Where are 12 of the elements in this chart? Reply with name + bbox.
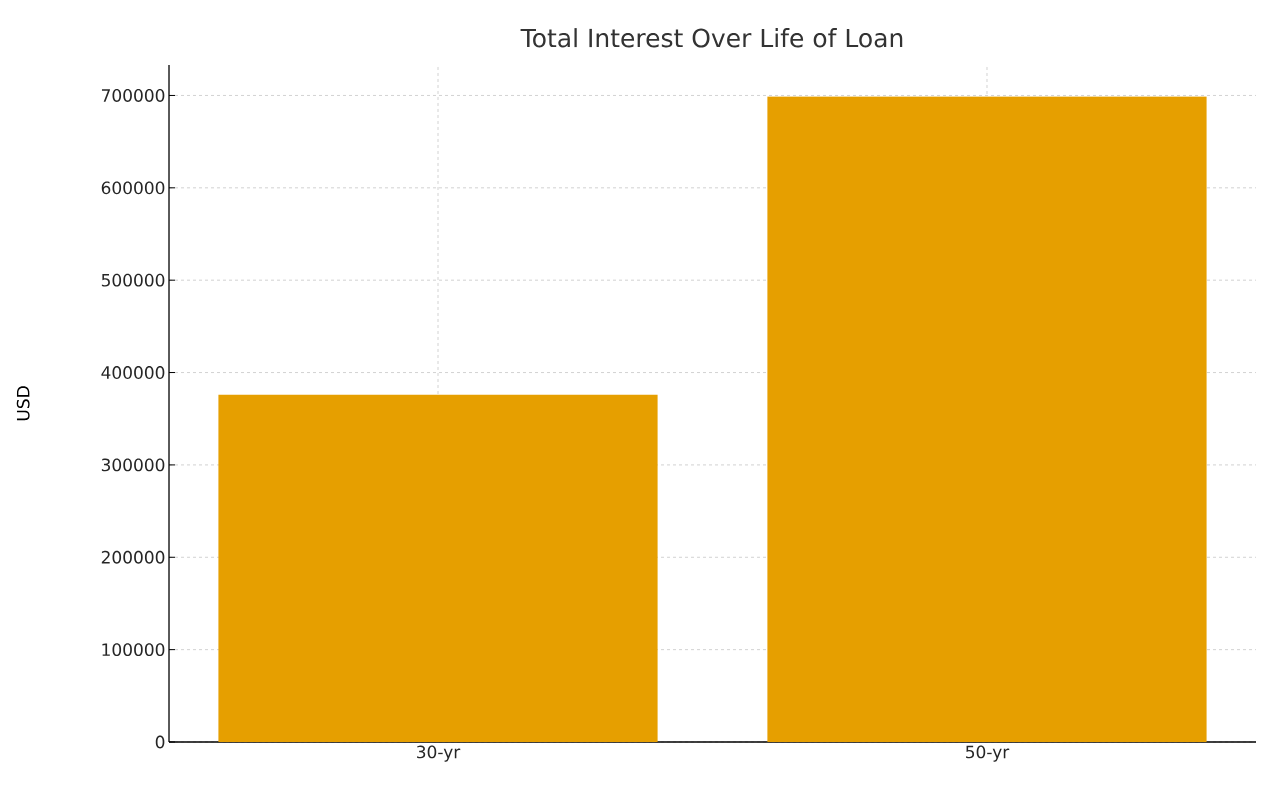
y-tick-label: 600000 <box>101 181 165 195</box>
chart-title: Total Interest Over Life of Loan <box>520 28 903 48</box>
y-tick-label: 200000 <box>101 550 165 564</box>
x-tick-label: 30-yr <box>417 745 461 762</box>
y-tick-label: 500000 <box>101 273 165 287</box>
y-tick-label: 0 <box>155 735 165 749</box>
y-tick-label: 100000 <box>102 643 165 657</box>
y-tick-label: 400000 <box>101 366 165 379</box>
x-tick-label: 50-yr <box>966 745 1010 762</box>
y-tick-label: 300000 <box>101 458 165 472</box>
y-tick-label: 700000 <box>101 89 165 102</box>
y-axis-title: USD <box>16 386 30 421</box>
